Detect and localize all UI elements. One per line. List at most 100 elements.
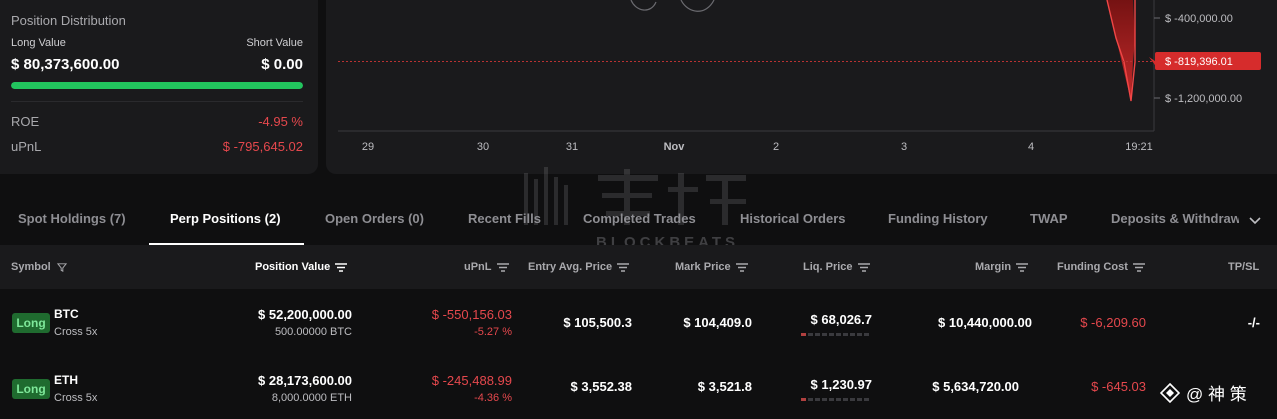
x-tick-label: Nov	[664, 141, 686, 153]
col-funding-label: Funding Cost	[1057, 261, 1128, 273]
col-entry-label: Entry Avg. Price	[528, 261, 613, 273]
side-badge: Long	[12, 313, 50, 333]
tab-perp-positions[interactable]: Perp Positions (2)	[170, 211, 281, 226]
margin-mode: Cross 5x	[54, 392, 98, 404]
x-tick-label: 29	[362, 141, 374, 153]
blockbeats-watermark-logo	[524, 167, 746, 225]
diamond-logo-icon	[1160, 382, 1180, 403]
x-axis-labels: 29 30 31 Nov 2 3 4 19:21	[362, 141, 1153, 153]
long-value-label: Long Value	[11, 37, 66, 49]
pnl-chart-svg: $ -400,000.00 $ -1,200,000.00 $ -819,396…	[338, 0, 1261, 153]
col-upnl[interactable]: uPnL	[464, 261, 509, 273]
symbol[interactable]: BTC	[54, 307, 79, 321]
funding-cost: $ -645.03	[1091, 379, 1146, 394]
upnl-percent: -5.27 %	[474, 326, 512, 338]
col-position-value[interactable]: Position Value	[255, 261, 348, 273]
col-position-value-label: Position Value	[255, 261, 331, 273]
liq-risk-bar	[801, 333, 869, 336]
col-margin-label: Margin	[975, 261, 1012, 273]
sort-icon[interactable]	[1132, 262, 1145, 272]
current-value-pointer	[1149, 57, 1155, 65]
short-value-label: Short Value	[246, 37, 303, 49]
col-liq-label: Liq. Price	[803, 261, 853, 273]
table-header: Symbol Position Value uPnL Entry Avg. Pr…	[0, 245, 1277, 289]
tab-funding-history[interactable]: Funding History	[888, 211, 988, 226]
y-tick-label: $ -1,200,000.00	[1165, 93, 1242, 105]
x-tick-label: 2	[773, 141, 779, 153]
position-distribution-title: Position Distribution	[11, 13, 126, 28]
filter-icon[interactable]	[56, 262, 68, 272]
x-tick-label: 30	[477, 141, 489, 153]
tpsl[interactable]: -/-	[1247, 315, 1260, 330]
sort-icon[interactable]	[496, 262, 509, 272]
short-value: $ 0.00	[261, 56, 303, 73]
margin: $ 10,440,000.00	[938, 315, 1032, 330]
active-tab-underline	[149, 243, 304, 245]
mark-price: $ 104,409.0	[683, 315, 752, 330]
upnl-label: uPnL	[11, 139, 42, 154]
sort-icon[interactable]	[735, 262, 748, 272]
col-mark-price[interactable]: Mark Price	[675, 261, 748, 273]
tab-spot-holdings[interactable]: Spot Holdings (7)	[18, 211, 126, 226]
col-upnl-label: uPnL	[464, 261, 492, 273]
position-tabs: Spot Holdings (7) Perp Positions (2) Ope…	[0, 193, 1277, 245]
y-tick-label: $ -400,000.00	[1165, 13, 1233, 25]
funding-cost: $ -6,209.60	[1080, 315, 1146, 330]
position-value: $ 28,173,600.00	[258, 373, 352, 388]
divider	[11, 101, 303, 102]
margin-mode: Cross 5x	[54, 326, 98, 338]
col-symbol[interactable]: Symbol	[11, 261, 68, 273]
tab-deposits-withdraw[interactable]: Deposits & Withdraw	[1111, 211, 1239, 226]
pnl-area	[1107, 0, 1135, 101]
entry-price: $ 105,500.3	[563, 315, 632, 330]
liq-price: $ 1,230.97	[810, 377, 872, 392]
current-value-tag	[1155, 52, 1261, 70]
side-badge: Long	[12, 379, 50, 399]
pnl-line	[1106, 0, 1136, 102]
sort-icon[interactable]	[857, 262, 870, 272]
x-tick-label: 3	[901, 141, 907, 153]
liq-risk-bar	[801, 398, 869, 401]
mark-price: $ 3,521.8	[697, 379, 752, 394]
col-mark-label: Mark Price	[675, 261, 731, 273]
long-short-bar	[11, 82, 303, 89]
margin: $ 5,634,720.00	[932, 379, 1019, 394]
position-distribution-card: Position Distribution Long Value Short V…	[0, 0, 318, 174]
sort-icon[interactable]	[335, 262, 348, 272]
roe-value: -4.95 %	[258, 114, 303, 129]
corner-logo-text: @ 神 策	[1186, 385, 1247, 404]
tab-open-orders[interactable]: Open Orders (0)	[325, 211, 424, 226]
line-fragment	[630, 0, 715, 12]
sort-icon[interactable]	[1016, 262, 1029, 272]
col-entry-avg-price[interactable]: Entry Avg. Price	[528, 261, 630, 273]
sort-icon[interactable]	[617, 262, 630, 272]
tab-completed-trades[interactable]: Completed Trades	[583, 211, 696, 226]
x-tick-label: 31	[566, 141, 578, 153]
table-row[interactable]: Long BTC Cross 5x $ 52,200,000.00 500.00…	[0, 292, 1277, 356]
position-value: $ 52,200,000.00	[258, 307, 352, 322]
tab-historical-orders[interactable]: Historical Orders	[740, 211, 846, 226]
upnl-percent: -4.36 %	[474, 392, 512, 404]
col-margin[interactable]: Margin	[975, 261, 1029, 273]
col-funding-cost[interactable]: Funding Cost	[1057, 261, 1145, 273]
position-size: 8,000.0000 ETH	[271, 392, 352, 404]
upnl: $ -245,488.99	[431, 373, 512, 388]
chevron-down-icon[interactable]	[1249, 215, 1261, 227]
col-liq-price[interactable]: Liq. Price	[803, 261, 870, 273]
position-size: 500.00000 BTC	[274, 326, 352, 338]
symbol[interactable]: ETH	[54, 373, 78, 387]
upnl-value: $ -795,645.02	[222, 139, 303, 154]
corner-logo: @ 神 策	[1160, 380, 1247, 405]
x-tick-label: 19:21	[1125, 141, 1153, 153]
col-symbol-label: Symbol	[11, 261, 51, 273]
roe-label: ROE	[11, 114, 40, 129]
col-tpsl: TP/SL	[1228, 261, 1259, 273]
tab-recent-fills[interactable]: Recent Fills	[468, 211, 541, 226]
x-tick-label: 4	[1028, 141, 1034, 153]
pnl-chart[interactable]: $ -400,000.00 $ -1,200,000.00 $ -819,396…	[326, 0, 1277, 174]
col-tpsl-label: TP/SL	[1228, 261, 1260, 273]
upnl: $ -550,156.03	[431, 307, 512, 322]
long-value: $ 80,373,600.00	[11, 56, 120, 73]
tab-twap[interactable]: TWAP	[1030, 211, 1068, 226]
table-row[interactable]: Long ETH Cross 5x $ 28,173,600.00 8,000.…	[0, 358, 1277, 419]
